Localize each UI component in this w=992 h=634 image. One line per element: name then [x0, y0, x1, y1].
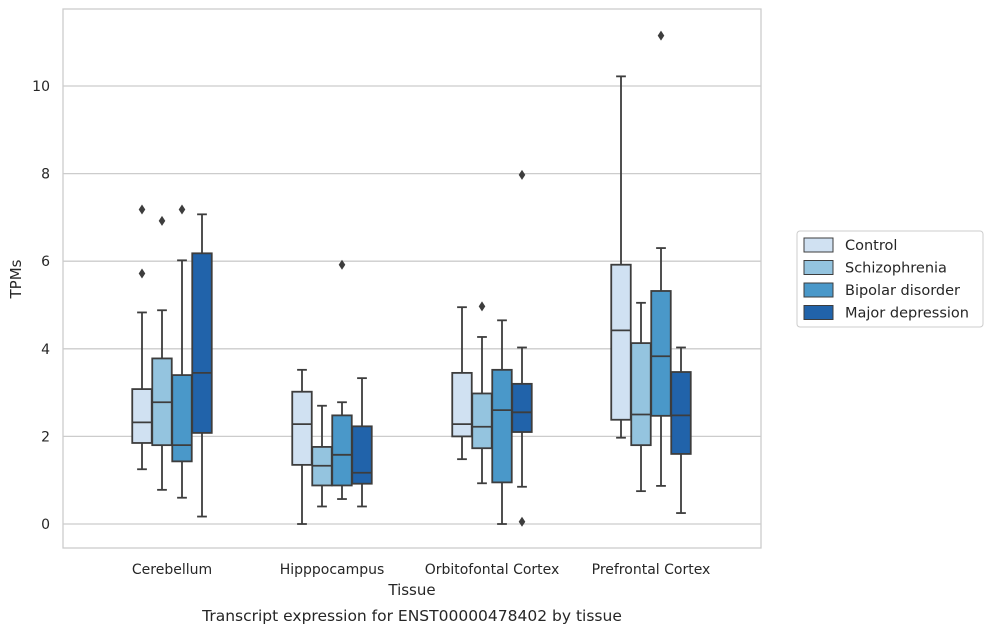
plot-area-frame [62, 8, 762, 549]
outlier-point [178, 204, 186, 215]
y-tick-label: 4 [41, 342, 50, 358]
box-iqr [471, 392, 493, 450]
legend-swatch [803, 237, 834, 253]
y-tick-label: 8 [41, 167, 50, 183]
box-major-depression [670, 346, 692, 514]
box-schizophrenia [311, 404, 333, 508]
outlier-point [338, 259, 346, 270]
outlier-point [478, 301, 486, 312]
box-iqr [331, 414, 353, 487]
box-iqr [670, 371, 692, 455]
outlier-point [138, 204, 146, 215]
box-bipolar-disorder [171, 204, 193, 499]
box-control [451, 306, 473, 461]
y-tick-label: 6 [41, 254, 50, 270]
box-iqr [451, 371, 473, 438]
box-control [131, 204, 153, 471]
x-tick-labels: Cerebellum Hipppocampus Orbitofontal Corte… [132, 562, 710, 578]
legend: Control Schizophrenia Bipolar disorder Majo… [796, 230, 984, 328]
box-major-depression [511, 169, 533, 527]
x-tick-label: Hipppocampus [280, 562, 385, 578]
box-iqr [171, 374, 193, 463]
y-tick-label: 0 [41, 517, 50, 533]
box-groups [131, 30, 692, 527]
outlier-point [158, 215, 166, 226]
outlier-point [518, 516, 526, 527]
box-iqr [191, 252, 213, 434]
box-major-depression [351, 377, 373, 508]
box-major-depression [191, 213, 213, 518]
box-iqr [650, 290, 672, 417]
legend-entry-label: Bipolar disorder [845, 283, 960, 299]
box-schizophrenia [630, 301, 652, 493]
legend-swatch [803, 260, 834, 275]
box-bipolar-disorder [650, 30, 672, 487]
box-iqr [351, 425, 373, 485]
x-tick-label: Prefrontal Cortex [592, 562, 711, 578]
box-control [610, 75, 632, 439]
legend-frame [796, 230, 984, 328]
x-tick-label: Orbitofontal Cortex [425, 562, 560, 578]
box-iqr [491, 368, 513, 484]
outlier-point [138, 268, 146, 279]
y-tick-labels: 0 2 4 6 8 10 [32, 79, 50, 533]
box-iqr [291, 390, 313, 466]
legend-entry-label: Control [845, 238, 897, 254]
box-bipolar-disorder [331, 259, 353, 500]
legend-swatch [803, 282, 834, 298]
box-bipolar-disorder [491, 319, 513, 525]
y-tick-label: 2 [41, 429, 50, 445]
legend-entry-label: Schizophrenia [845, 261, 947, 277]
outlier-point [518, 169, 526, 180]
box-schizophrenia [151, 215, 173, 491]
box-iqr [610, 263, 632, 421]
x-tick-label: Cerebellum [132, 562, 212, 578]
legend-swatch [803, 305, 834, 320]
y-axis-label: TPMs [7, 259, 25, 299]
box-control [291, 368, 313, 525]
box-iqr [131, 388, 153, 444]
y-tick-label: 10 [32, 79, 50, 95]
box-iqr [511, 382, 533, 433]
outlier-point [657, 30, 665, 41]
legend-entry-label: Major depression [845, 306, 969, 322]
box-iqr [630, 342, 652, 447]
chart-caption: Transcript expression for ENST0000047840… [201, 607, 622, 625]
box-schizophrenia [471, 301, 493, 485]
x-axis-label: Tissue [387, 581, 435, 599]
